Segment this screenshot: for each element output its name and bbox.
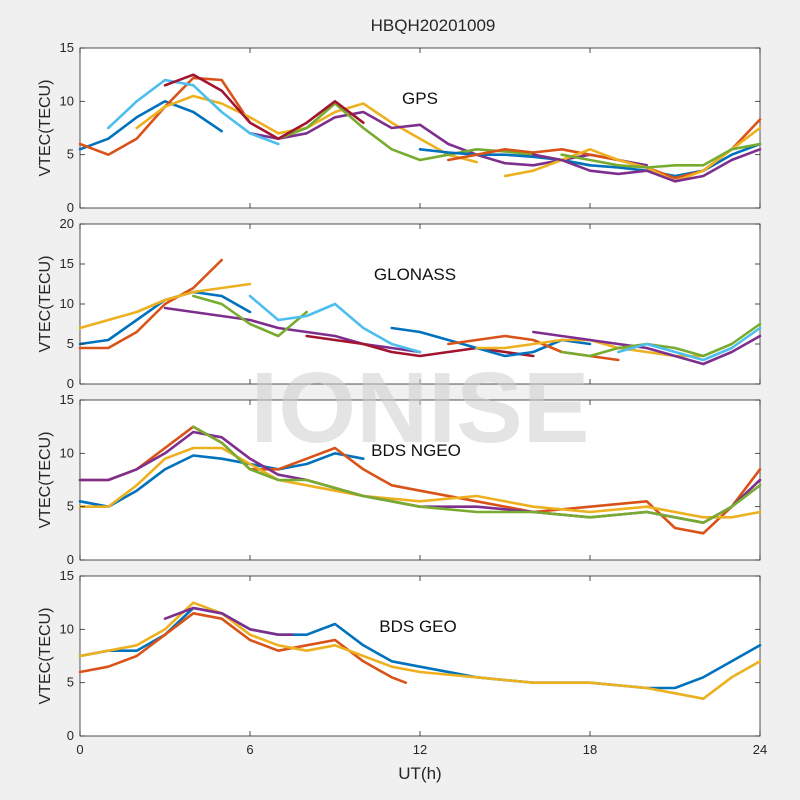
y-tick-label: 10: [60, 445, 74, 460]
series-line: [78, 601, 762, 701]
y-tick-label: 5: [67, 499, 74, 514]
subplot-2: 0 5 10 15 VTEC(TECU) BDS NGEO: [37, 392, 762, 567]
panel-annotation: GLONASS: [374, 265, 456, 284]
series-group: [78, 73, 762, 183]
plot-area: [79, 47, 761, 209]
y-tick-label: 5: [67, 147, 74, 162]
plot-area: [79, 575, 761, 737]
series-line: [390, 326, 592, 358]
y-tick-label: 15: [60, 256, 74, 271]
series-line: [192, 425, 762, 525]
series-line: [616, 326, 762, 362]
y-axis-label: VTEC(TECU): [37, 80, 54, 177]
series-line: [78, 425, 762, 535]
plot-area: [79, 223, 761, 385]
subplot-stack: 0 5 10 15 VTEC(TECU) GPS 0 5 10 15 20 VTEC(TECU) GLO…: [37, 40, 767, 757]
y-tick-label: 15: [60, 568, 74, 583]
subplot-0: 0 5 10 15 VTEC(TECU) GPS: [37, 40, 762, 215]
series-line: [78, 451, 365, 509]
y-tick-label: 0: [67, 200, 74, 215]
series-line: [531, 330, 762, 366]
y-tick-label: 15: [60, 40, 74, 55]
series-group: [78, 258, 762, 366]
x-tick-label: 12: [413, 742, 427, 757]
series-line: [78, 446, 762, 519]
y-tick-label: 10: [60, 93, 74, 108]
x-tick-label: 18: [583, 742, 597, 757]
series-group: [78, 425, 762, 535]
series-line: [78, 282, 252, 330]
x-tick-label: 0: [76, 742, 83, 757]
series-line: [248, 110, 649, 167]
panel-annotation: BDS NGEO: [371, 441, 461, 460]
y-tick-label: 15: [60, 392, 74, 407]
series-line: [305, 334, 535, 358]
series-line: [503, 126, 762, 183]
y-tick-label: 0: [67, 728, 74, 743]
watermark: IONISE: [251, 352, 590, 464]
series-line: [531, 148, 762, 183]
y-axis-label: VTEC(TECU): [37, 608, 54, 705]
subplot-1: 0 5 10 15 20 VTEC(TECU) GLONASS: [37, 216, 762, 391]
y-tick-label: 10: [60, 621, 74, 636]
y-tick-label: 0: [67, 552, 74, 567]
series-group: [78, 601, 762, 701]
series-line: [107, 78, 280, 146]
panel-annotation: GPS: [402, 89, 438, 108]
y-tick-label: 20: [60, 216, 74, 231]
series-line: [192, 294, 309, 338]
x-axis-label: UT(h): [398, 764, 441, 783]
x-tick-label: 6: [246, 742, 253, 757]
y-axis-label: VTEC(TECU): [37, 256, 54, 353]
series-line: [78, 258, 223, 350]
series-line: [560, 322, 762, 358]
figure-title: HBQH20201009: [371, 16, 496, 35]
series-line: [78, 611, 408, 685]
series-line: [248, 294, 422, 354]
series-line: [78, 100, 223, 151]
y-tick-label: 10: [60, 296, 74, 311]
x-tick-label: 24: [753, 742, 767, 757]
series-line: [163, 606, 294, 637]
y-tick-label: 5: [67, 675, 74, 690]
series-line: [163, 306, 422, 354]
panel-annotation: BDS GEO: [379, 617, 456, 636]
y-tick-label: 5: [67, 336, 74, 351]
series-line: [560, 142, 762, 169]
y-tick-label: 0: [67, 376, 74, 391]
series-line: [163, 73, 365, 140]
subplot-3: 0 5 10 15 0 6 12 18 24 VTEC(TECU) BDS GEO: [37, 568, 767, 757]
series-line: [78, 606, 762, 690]
y-axis-label: VTEC(TECU): [37, 432, 54, 529]
